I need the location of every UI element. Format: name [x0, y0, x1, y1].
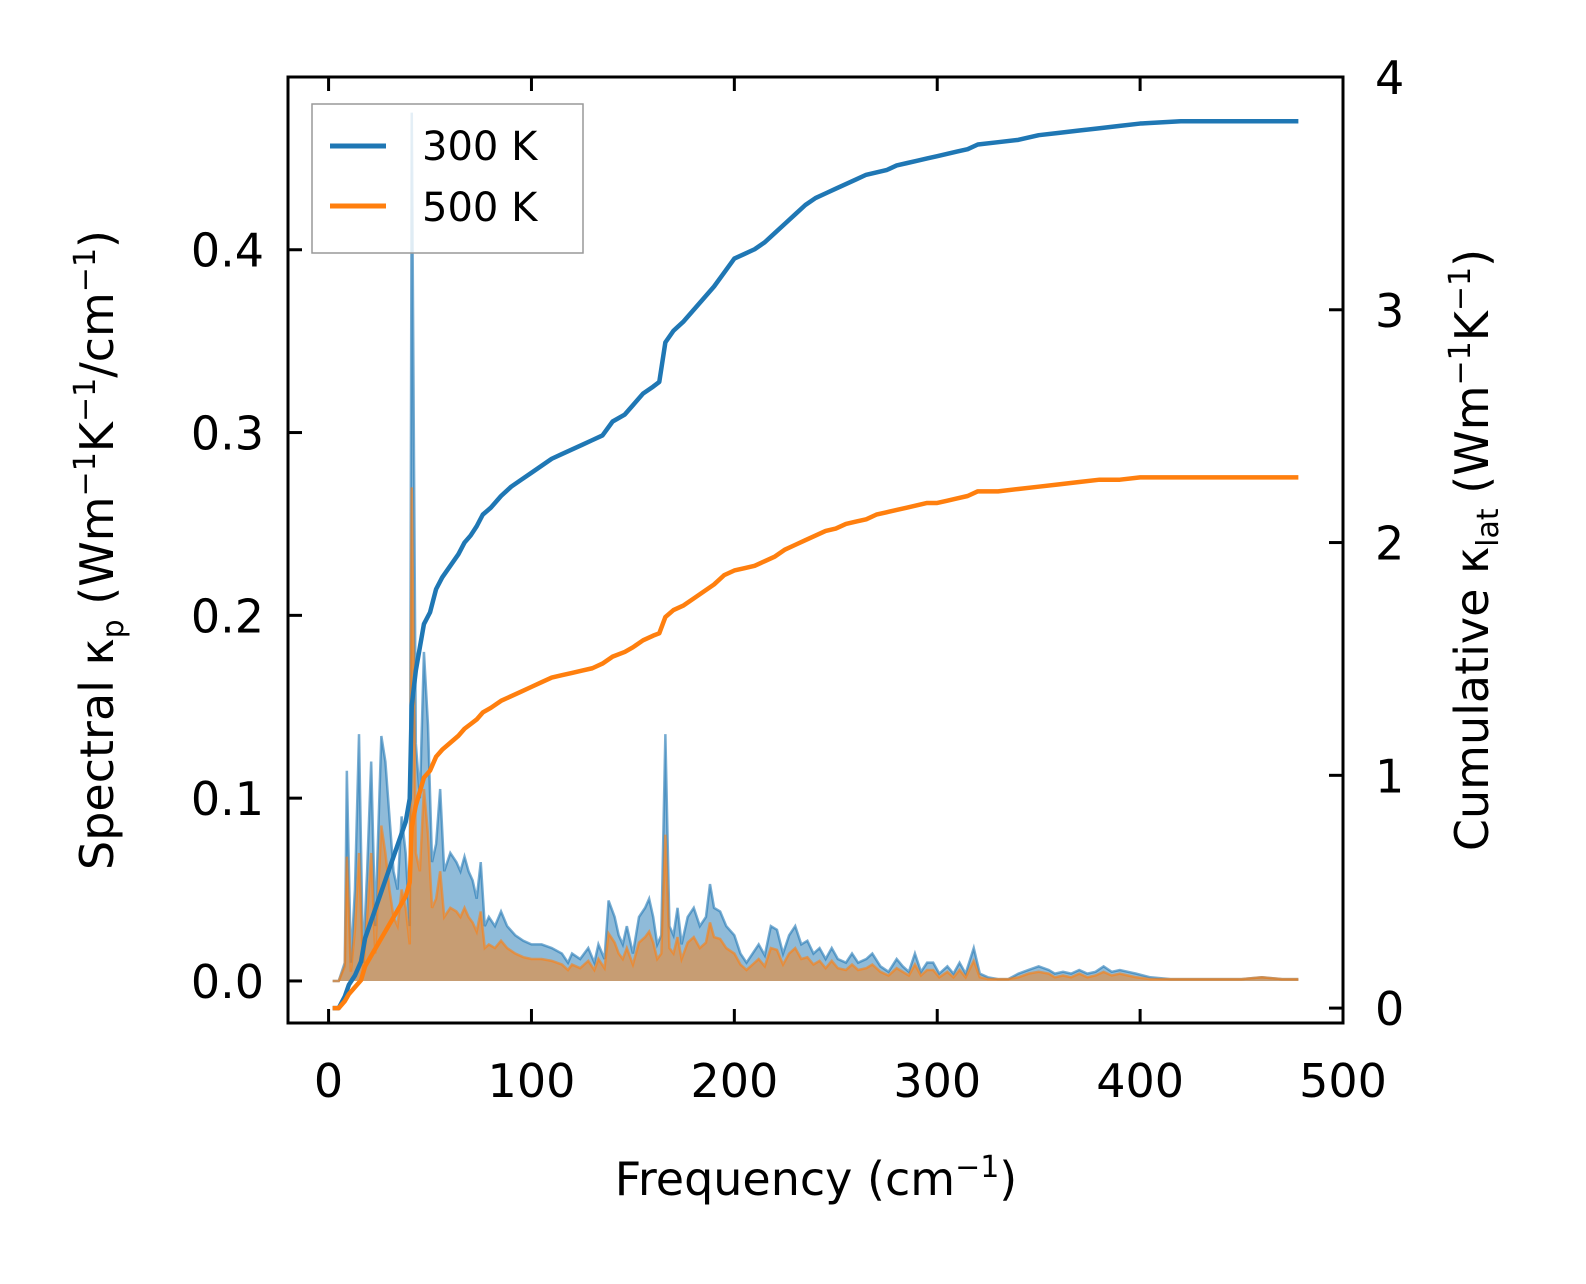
y-right-tick-label: 4: [1375, 51, 1404, 105]
y-axis-left-title: Spectral κp (Wm−1K−1/cm−1): [68, 230, 131, 870]
x-axis-title: Frequency (cm−1): [615, 1150, 1018, 1206]
legend-label-500k: 500 K: [422, 185, 539, 231]
y-right-tick-label: 0: [1375, 982, 1404, 1036]
y-left-tick-label: 0.4: [191, 224, 264, 278]
cumulative-line-500k: [332, 475, 1299, 1011]
x-tick-label: 400: [1096, 1054, 1184, 1108]
legend-box: [311, 103, 584, 254]
y-right-tick-label: 2: [1375, 517, 1404, 571]
x-tick-label: 0: [314, 1054, 343, 1108]
legend: 300 K 500 K: [311, 103, 584, 254]
y-left-tick-label: 0.3: [191, 407, 264, 461]
y-axis-right-title: Cumulative κlat (Wm−1K−1): [1443, 249, 1506, 851]
spectral-area-500k: [332, 487, 1299, 981]
legend-label-300k: 300 K: [422, 124, 539, 170]
y-left-tick-label: 0.2: [191, 589, 264, 643]
plot-area: [332, 112, 1299, 1011]
x-tick-label: 500: [1299, 1054, 1387, 1108]
cumulative-line-300k: [332, 118, 1299, 1011]
x-tick-label: 200: [690, 1054, 778, 1108]
spectral-line-500k: [332, 487, 1299, 983]
x-tick-label: 100: [488, 1054, 576, 1108]
y-left-tick-label: 0.1: [191, 772, 264, 826]
y-left-tick-label: 0.0: [191, 955, 264, 1009]
y-right-tick-label: 3: [1375, 284, 1404, 338]
plot-frame: [286, 75, 1345, 1025]
y-right-tick-label: 1: [1375, 749, 1404, 803]
x-tick-label: 300: [893, 1054, 981, 1108]
axes: 0 100 200 300 400 500 0.0 0.1 0.2 0.3 0.4 0 1 2 3 4: [191, 51, 1404, 1108]
